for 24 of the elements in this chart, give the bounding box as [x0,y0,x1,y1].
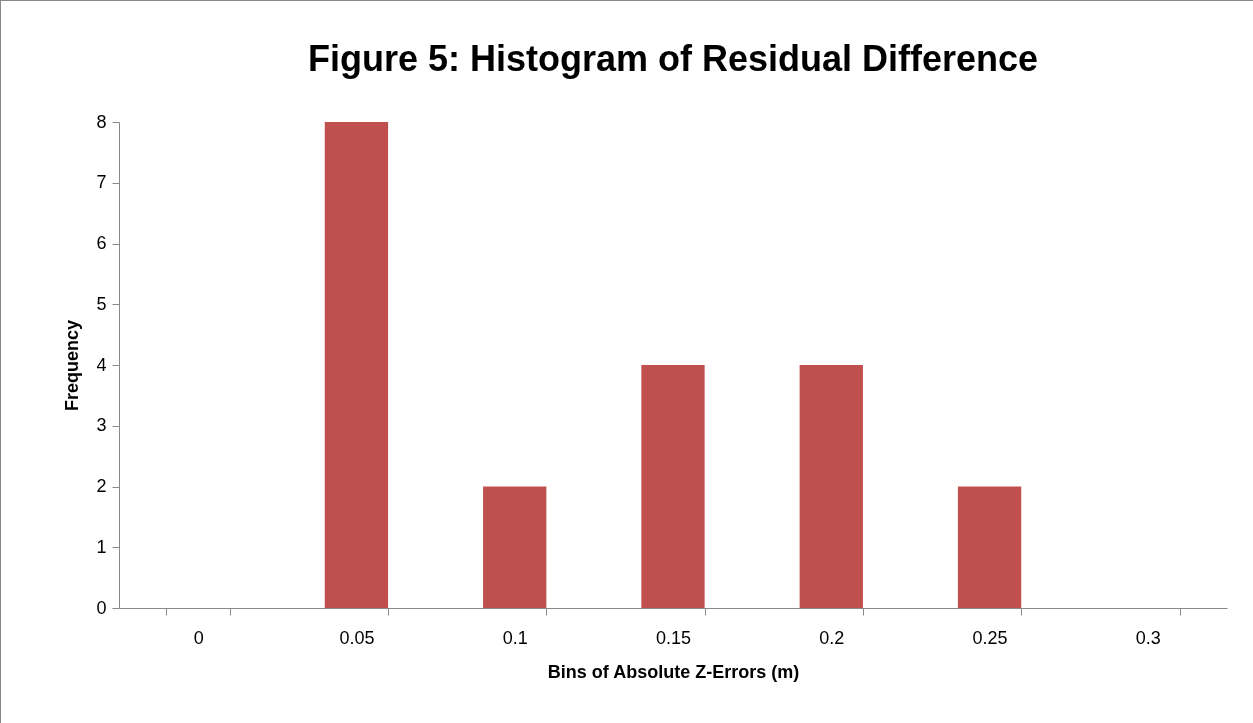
y-tick-label: 7 [96,172,107,193]
x-tick-label: 0.3 [1135,627,1161,648]
y-tick-label: 1 [96,536,107,557]
y-tick-label: 5 [96,293,107,314]
y-tick-label: 2 [96,476,107,496]
bar [799,365,863,608]
bar [641,365,705,608]
x-tick-label: 0.2 [819,627,845,648]
x-tick-label: 0.25 [972,627,1008,648]
bar [957,486,1022,608]
y-axis-title: Frequency [62,319,83,412]
x-tick-label: 0 [193,627,204,648]
y-tick-label: 4 [96,354,107,375]
x-tick-label: 0.05 [339,627,375,648]
chart-title: Figure 5: Histogram of Residual Difference [307,38,1039,79]
y-tick-label: 0 [96,597,107,618]
y-tick-label: 6 [96,233,107,253]
x-tick-label: 0.1 [502,627,528,648]
bar [324,122,389,608]
x-tick-label: 0.15 [655,627,692,648]
y-tick-label: 3 [96,415,107,436]
bar [483,486,547,608]
y-tick-label: 8 [96,111,107,132]
x-axis-title: Bins of Absolute Z-Errors (m) [547,661,800,682]
